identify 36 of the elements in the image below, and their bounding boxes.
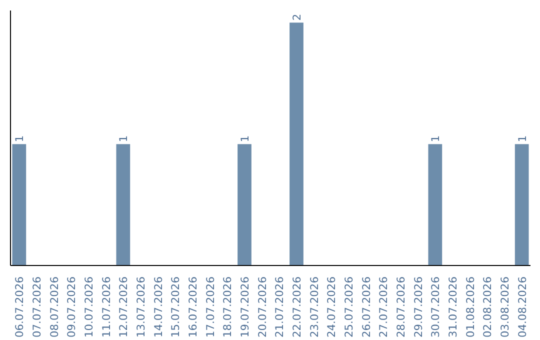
x-tick-label: 28.07.2026 bbox=[394, 276, 408, 338]
data-label: 1 bbox=[117, 135, 130, 142]
x-tick-label: 11.07.2026 bbox=[100, 276, 113, 338]
x-tick-label: 07.07.2026 bbox=[30, 276, 44, 338]
x-tick-label: 29.07.2026 bbox=[412, 276, 425, 338]
x-tick-label: 25.07.2026 bbox=[342, 276, 356, 338]
x-tick-label: 24.07.2026 bbox=[325, 276, 338, 338]
x-tick-label: 19.07.2026 bbox=[238, 276, 252, 338]
x-tick-label: 06.07.2026 bbox=[13, 276, 26, 338]
x-tick-label: 12.07.2026 bbox=[117, 276, 130, 338]
x-tick-label: 10.07.2026 bbox=[82, 276, 96, 338]
x-tick-label: 31.07.2026 bbox=[446, 276, 460, 338]
x-tick-label: 22.07.2026 bbox=[290, 276, 304, 338]
x-tick-label: 30.07.2026 bbox=[429, 276, 442, 338]
data-label: 1 bbox=[13, 135, 26, 142]
x-tick-label: 03.08.2026 bbox=[498, 276, 512, 338]
x-tick-label: 04.08.2026 bbox=[516, 276, 529, 338]
x-tick-label: 13.07.2026 bbox=[134, 276, 148, 338]
x-tick-label: 08.07.2026 bbox=[48, 276, 61, 338]
x-tick-label: 02.08.2026 bbox=[481, 276, 494, 338]
x-tick-label: 17.07.2026 bbox=[204, 276, 217, 338]
data-label: 1 bbox=[238, 135, 252, 142]
x-tick-label: 15.07.2026 bbox=[169, 276, 182, 338]
x-tick-label: 14.07.2026 bbox=[152, 276, 165, 338]
x-tick-label: 23.07.2026 bbox=[308, 276, 321, 338]
x-tick-label: 09.07.2026 bbox=[65, 276, 78, 338]
x-tick-label: 21.07.2026 bbox=[273, 276, 286, 338]
data-label: 1 bbox=[429, 135, 442, 142]
x-tick-label: 16.07.2026 bbox=[186, 276, 200, 338]
x-tick-label: 20.07.2026 bbox=[256, 276, 269, 338]
x-tick-label: 27.07.2026 bbox=[377, 276, 390, 338]
x-tick-label: 01.08.2026 bbox=[464, 276, 477, 338]
data-label: 1 bbox=[516, 135, 529, 142]
x-tick-label: 18.07.2026 bbox=[221, 276, 234, 338]
x-tick-label: 26.07.2026 bbox=[360, 276, 373, 338]
data-label: 2 bbox=[290, 14, 304, 21]
